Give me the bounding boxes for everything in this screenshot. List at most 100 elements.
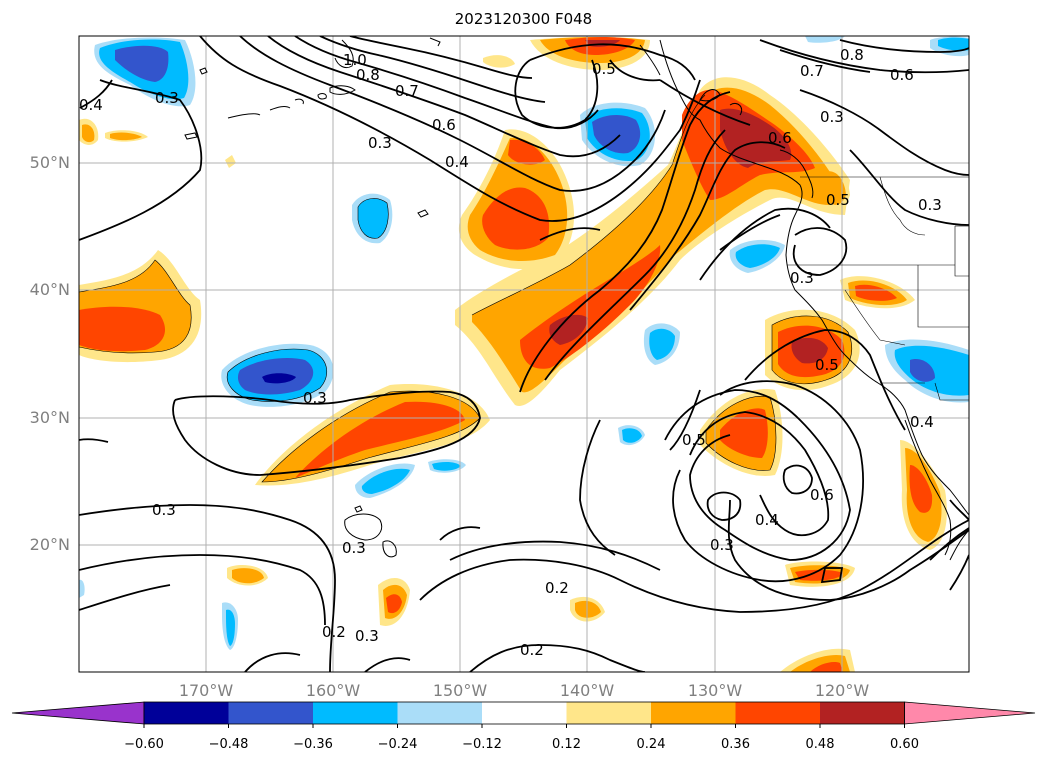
contour-line (439, 526, 481, 541)
anomaly-region (226, 609, 235, 646)
contour-label: 0.3 (820, 108, 844, 126)
colorbar-tick-label: 0.24 (636, 737, 666, 752)
colorbar-tick-label: 0.12 (552, 737, 581, 752)
border-line (917, 265, 969, 328)
colorbar-tick-label: 0.36 (721, 737, 750, 752)
contour-label: 0.3 (790, 269, 814, 287)
island (227, 113, 261, 119)
shaded-fields (79, 36, 969, 672)
lon-label: 140°W (559, 681, 615, 700)
colorbar-segment (566, 702, 651, 724)
island (429, 37, 441, 47)
contour-line (949, 499, 969, 521)
contour-label: 0.4 (910, 413, 934, 431)
contour-line (419, 519, 969, 613)
contour-label: 0.3 (710, 536, 734, 554)
contour-label: 0.5 (826, 191, 850, 209)
colorbar-segment (313, 702, 398, 724)
island (199, 67, 208, 75)
contour-label: 0.4 (445, 153, 469, 171)
contour-label: 0.2 (520, 641, 544, 659)
contour-line (239, 36, 666, 192)
contour-line (782, 464, 813, 495)
coastline (904, 419, 952, 556)
border-line (879, 176, 926, 236)
anomaly-region (482, 187, 550, 250)
contour-line (79, 79, 113, 109)
anomaly-region (810, 662, 843, 672)
anomaly-region (909, 465, 933, 513)
contour-label: 0.3 (303, 389, 327, 407)
anomaly-region (622, 428, 642, 443)
anomaly-region (79, 579, 85, 598)
contour-line (719, 214, 781, 251)
contour-line (609, 59, 661, 82)
anomaly-region (79, 306, 165, 352)
contour-label: 0.6 (432, 116, 456, 134)
border-line (844, 289, 906, 346)
anomaly-region (361, 468, 410, 494)
island (417, 209, 429, 218)
colorbar-segment (228, 702, 313, 724)
coastline (659, 39, 969, 516)
contour-label: 0.3 (355, 627, 379, 645)
anomaly-region (262, 373, 296, 384)
island (184, 132, 198, 140)
contour-line (79, 438, 109, 443)
contour-line (199, 36, 701, 222)
contour-line (544, 129, 726, 381)
contour-label: 0.2 (545, 579, 569, 597)
colorbar-tick-label: −0.36 (293, 737, 333, 752)
anomaly-region (82, 124, 95, 143)
contour-line (79, 584, 171, 611)
contour-line (539, 227, 601, 241)
contour-line (449, 540, 661, 571)
island (329, 85, 356, 95)
island (269, 106, 291, 111)
contour-line (579, 419, 616, 556)
anomaly-region (735, 244, 780, 268)
island (354, 505, 363, 513)
anomaly-region (232, 568, 264, 584)
grid-lines (79, 36, 969, 672)
contour-line (79, 79, 203, 241)
colorbar-extend-high (904, 701, 1036, 725)
contour-line (744, 329, 906, 431)
colorbar-tick-label: −0.60 (124, 737, 164, 752)
colorbar-tick-label: −0.12 (462, 737, 502, 752)
borders (787, 176, 969, 401)
colorbar-extend-low (11, 701, 145, 725)
contour-label: 0.5 (592, 60, 616, 78)
anomaly-region (855, 284, 897, 301)
contour-line (792, 227, 848, 276)
island (294, 98, 304, 105)
anomaly-region (805, 36, 845, 43)
colorbar-segment (144, 702, 229, 724)
border-line (934, 382, 969, 401)
contour-line (364, 657, 411, 672)
contour-label: 0.3 (152, 501, 176, 519)
contour-labels: 1.0 0.8 0.7 0.6 0.4 0.3 0.5 0.7 0.8 0.6 … (79, 46, 942, 659)
island (344, 513, 383, 541)
coastline (729, 102, 743, 116)
contour-label: 0.8 (840, 46, 864, 64)
coastline (779, 149, 814, 199)
contour-line (529, 43, 696, 81)
contour-label: 0.3 (155, 89, 179, 107)
contour-label: 0.2 (322, 623, 346, 641)
anomaly-region (483, 55, 515, 68)
colorbar-segment (482, 702, 567, 724)
contour-line (319, 36, 546, 103)
contour-line (267, 36, 621, 158)
contour-line (849, 149, 969, 226)
island (639, 44, 661, 76)
colorbar-segment (397, 702, 482, 724)
contour-line (172, 390, 481, 476)
contour-line (672, 380, 864, 583)
anomaly-region (386, 594, 402, 614)
map-frame (78, 35, 970, 673)
lat-label: 30°N (29, 408, 70, 427)
contour-line (469, 644, 646, 672)
contour-line (79, 504, 336, 672)
colorbar-tick-label: −0.48 (208, 737, 249, 752)
